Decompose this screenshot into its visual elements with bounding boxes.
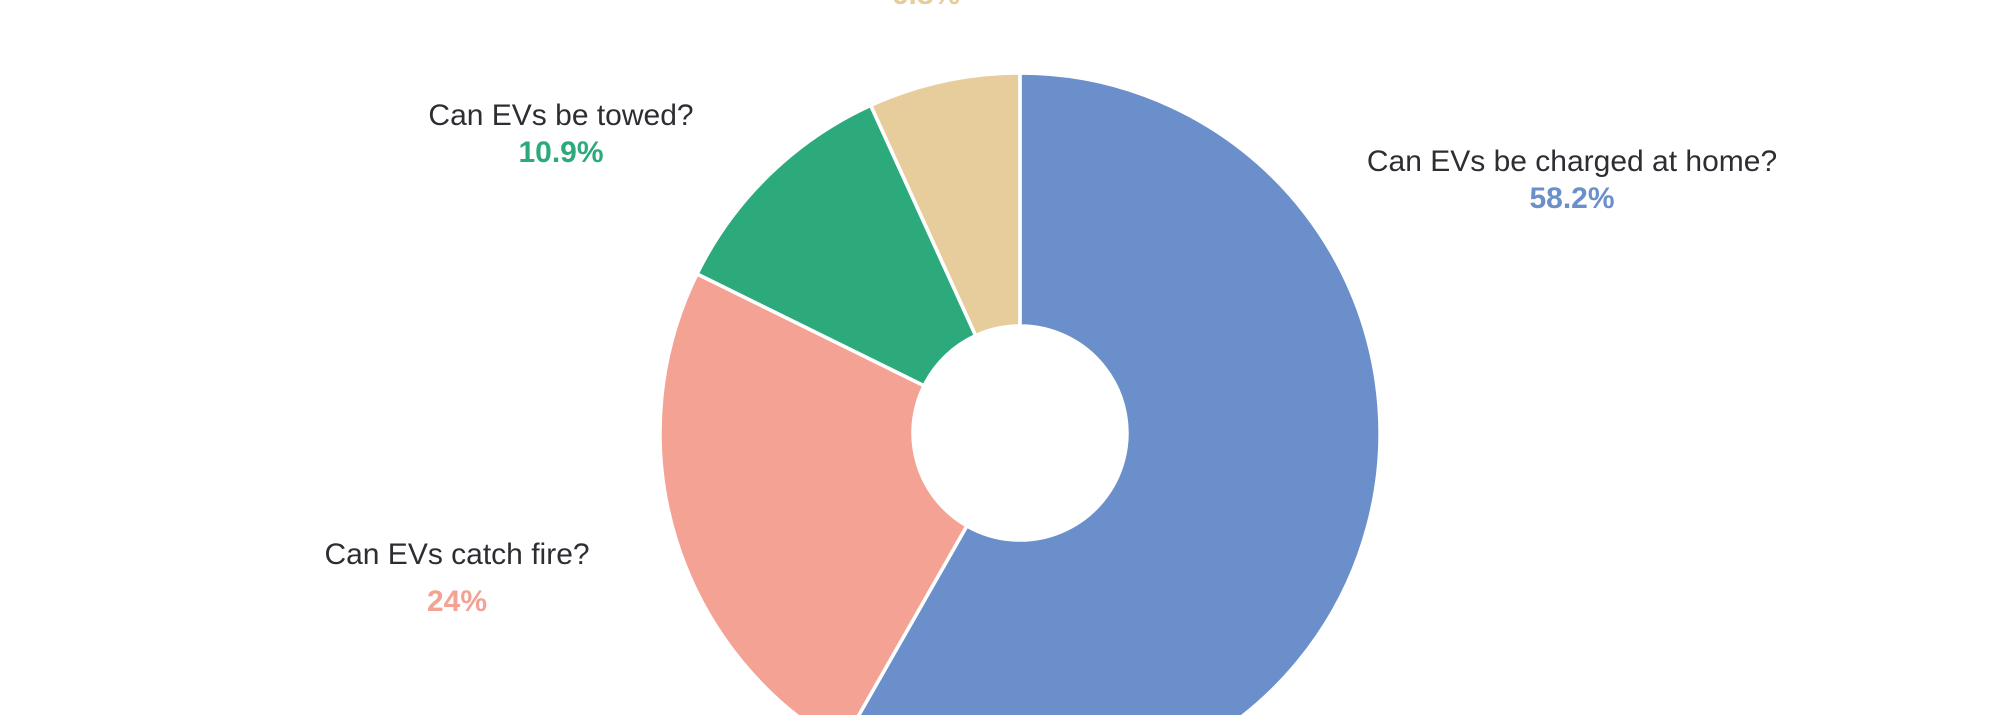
pie-slice-outline-3 bbox=[868, 71, 1022, 338]
pie-slice-outline-1 bbox=[658, 272, 969, 715]
slice-question-text: Can EVs be towed? bbox=[428, 99, 694, 132]
pie-slice-3[interactable] bbox=[870, 73, 1020, 336]
pie-slice-0[interactable] bbox=[841, 73, 1381, 715]
pie-slice-outline-0 bbox=[856, 71, 1382, 715]
slice-label-charged-at-home: Can EVs be charged at home? 58.2% bbox=[1367, 143, 1777, 217]
pie-slice-1[interactable] bbox=[660, 273, 967, 715]
slice-label-catch-fire: Can EVs catch fire? 24% bbox=[324, 536, 589, 620]
slice-label-towed: Can EVs be towed? 10.9% bbox=[428, 97, 693, 171]
slice-percent-text: 58.2% bbox=[1529, 182, 1615, 215]
slice-question-text: Can EVs catch fire? bbox=[324, 538, 590, 571]
pie-slice-outline-2 bbox=[695, 103, 978, 388]
slice-percent-text: 24% bbox=[426, 585, 488, 618]
slice-label-clipped-top: 6.8% bbox=[892, 0, 960, 13]
slice-question-text: Can EVs be charged at home? bbox=[1366, 145, 1778, 178]
slice-percent-text: 10.9% bbox=[518, 136, 604, 169]
pie-slice-2[interactable] bbox=[697, 105, 976, 386]
slice-percent-text: 6.8% bbox=[892, 0, 960, 13]
